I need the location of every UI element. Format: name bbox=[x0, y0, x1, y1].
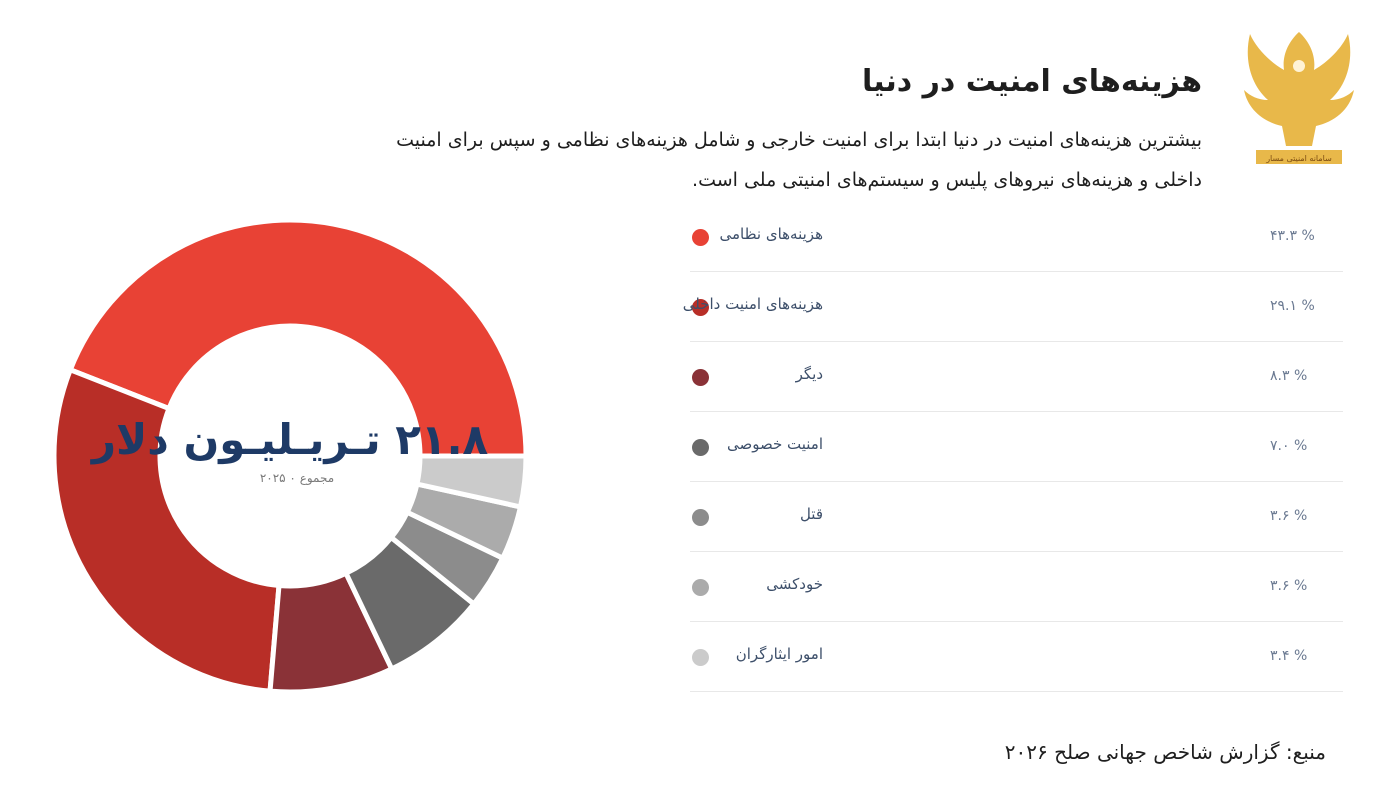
center-value: ۲۱.۸ تـریـلیـون دلار bbox=[90, 415, 489, 465]
legend-color-dot bbox=[692, 439, 709, 456]
donut-chart: ۲۱.۸ تـریـلیـون دلار مجموع ۰ ۲۰۲۵ bbox=[51, 217, 529, 695]
legend-row: قتل % ۳.۶ bbox=[690, 482, 1343, 552]
legend-label: امنیت خصوصی bbox=[726, 435, 823, 453]
logo-text: سامانه امنیتی مسار bbox=[1265, 154, 1332, 163]
center-caption: مجموع ۰ ۲۰۲۵ bbox=[260, 471, 334, 486]
legend-row: دیگر % ۸.۳ bbox=[690, 342, 1343, 412]
legend-color-dot bbox=[692, 649, 709, 666]
legend-value: % ۳.۶ bbox=[1270, 508, 1308, 524]
legend-value: % ۳.۶ bbox=[1270, 578, 1308, 594]
legend-color-dot bbox=[692, 369, 709, 386]
legend-row: خودکشی % ۳.۶ bbox=[690, 552, 1343, 622]
legend-row: امور ایثارگران % ۳.۴ bbox=[690, 622, 1343, 692]
donut-slice bbox=[413, 453, 529, 510]
donut-slice bbox=[51, 366, 282, 694]
legend-value: % ۳.۴ bbox=[1270, 648, 1308, 664]
legend-color-dot bbox=[692, 579, 709, 596]
legend-row: هزینه‌های امنیت داخلی % ۲۹.۱ bbox=[683, 272, 1343, 342]
legend-value: % ۲۹.۱ bbox=[1270, 298, 1315, 314]
legend-label: هزینه‌های امنیت داخلی bbox=[682, 295, 823, 313]
legend-row: هزینه‌های نظامی % ۴۳.۳ bbox=[690, 202, 1343, 272]
eagle-logo-icon: سامانه امنیتی مسار bbox=[1244, 32, 1354, 164]
legend: هزینه‌های نظامی % ۴۳.۳ هزینه‌های امنیت داخ… bbox=[683, 202, 1343, 692]
legend-label: امور ایثارگران bbox=[735, 645, 823, 663]
legend-value: % ۴۳.۳ bbox=[1270, 228, 1315, 244]
legend-value: % ۸.۳ bbox=[1270, 368, 1308, 384]
page-title: هزینه‌های امنیت در دنیا bbox=[861, 64, 1202, 99]
legend-color-dot bbox=[692, 229, 709, 246]
legend-label: هزینه‌های نظامی bbox=[719, 225, 823, 243]
donut-slice bbox=[67, 217, 529, 459]
legend-label: دیگر bbox=[795, 365, 823, 383]
page-subtitle: بیشترین هزینه‌های امنیت در دنیا ابتدا بر… bbox=[396, 129, 1202, 191]
legend-row: امنیت خصوصی % ۷.۰ bbox=[690, 412, 1343, 482]
legend-value: % ۷.۰ bbox=[1270, 438, 1308, 454]
source-note: منبع: گزارش شاخص جهانی صلح ۲۰۲۶ bbox=[1004, 740, 1326, 764]
legend-label: خودکشی bbox=[766, 575, 823, 593]
legend-color-dot bbox=[692, 299, 709, 316]
legend-color-dot bbox=[692, 509, 709, 526]
legend-label: قتل bbox=[799, 505, 823, 523]
